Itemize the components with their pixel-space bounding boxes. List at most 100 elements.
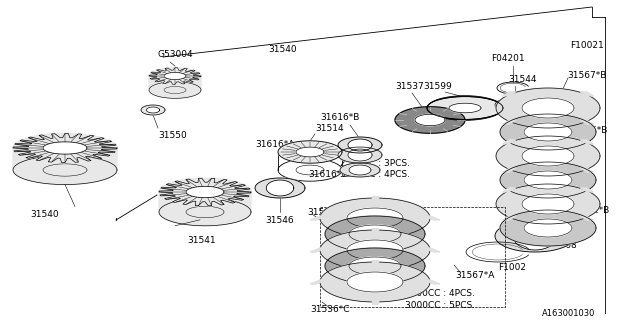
Text: 31541: 31541 xyxy=(187,236,216,245)
Text: 31668: 31668 xyxy=(548,241,577,250)
Polygon shape xyxy=(164,73,186,79)
Text: 31532*A: 31532*A xyxy=(365,281,404,290)
Text: F04201: F04201 xyxy=(491,53,525,62)
Polygon shape xyxy=(296,147,324,157)
Text: 31532*B: 31532*B xyxy=(570,205,609,214)
Polygon shape xyxy=(266,180,294,196)
Polygon shape xyxy=(278,141,342,163)
Polygon shape xyxy=(395,107,465,133)
Polygon shape xyxy=(522,194,574,214)
Polygon shape xyxy=(372,236,378,240)
Polygon shape xyxy=(580,140,593,144)
Polygon shape xyxy=(149,68,201,90)
Polygon shape xyxy=(372,300,378,304)
Polygon shape xyxy=(502,168,516,172)
Polygon shape xyxy=(372,228,378,232)
Polygon shape xyxy=(338,137,382,153)
Polygon shape xyxy=(424,216,440,220)
Polygon shape xyxy=(159,178,251,206)
Text: 31567*A: 31567*A xyxy=(455,270,494,279)
Text: 31546: 31546 xyxy=(265,215,294,225)
Text: G53004: G53004 xyxy=(157,50,193,59)
Text: 31616*C: 31616*C xyxy=(308,170,348,179)
Polygon shape xyxy=(500,210,596,246)
Polygon shape xyxy=(310,280,326,284)
Polygon shape xyxy=(186,186,224,198)
Polygon shape xyxy=(159,178,251,212)
Polygon shape xyxy=(427,97,503,119)
Polygon shape xyxy=(348,139,372,151)
Text: 2500CC : 3PCS.: 2500CC : 3PCS. xyxy=(340,158,410,167)
Polygon shape xyxy=(320,198,430,238)
Text: 31616*A: 31616*A xyxy=(255,140,294,148)
Polygon shape xyxy=(340,163,380,177)
Polygon shape xyxy=(349,225,401,243)
Polygon shape xyxy=(149,68,201,84)
Text: 31599: 31599 xyxy=(423,82,452,91)
Polygon shape xyxy=(13,133,117,163)
Polygon shape xyxy=(372,268,378,272)
Polygon shape xyxy=(325,216,425,252)
Text: 3000CC : 5PCS.: 3000CC : 5PCS. xyxy=(405,300,475,309)
Polygon shape xyxy=(415,114,445,126)
Polygon shape xyxy=(502,140,516,144)
Polygon shape xyxy=(496,184,600,224)
Polygon shape xyxy=(347,208,403,228)
Polygon shape xyxy=(149,82,201,98)
Polygon shape xyxy=(348,149,372,161)
Polygon shape xyxy=(524,219,572,237)
Text: 31540: 31540 xyxy=(31,210,60,219)
Polygon shape xyxy=(522,146,574,166)
Text: 31536*C: 31536*C xyxy=(310,306,349,315)
Text: 31550: 31550 xyxy=(158,131,187,140)
Polygon shape xyxy=(502,216,516,220)
Polygon shape xyxy=(310,216,326,220)
Polygon shape xyxy=(524,123,572,141)
Polygon shape xyxy=(149,68,201,84)
Text: 31514: 31514 xyxy=(315,124,344,132)
Text: 31544: 31544 xyxy=(508,75,536,84)
Polygon shape xyxy=(349,165,371,175)
Text: 31616*B: 31616*B xyxy=(320,113,360,122)
Polygon shape xyxy=(310,248,326,252)
Polygon shape xyxy=(349,257,401,275)
Text: 2500CC : 4PCS.: 2500CC : 4PCS. xyxy=(405,290,475,299)
Polygon shape xyxy=(424,248,440,252)
Polygon shape xyxy=(524,171,572,189)
Polygon shape xyxy=(372,196,378,200)
Polygon shape xyxy=(325,248,425,284)
Polygon shape xyxy=(159,198,251,226)
Polygon shape xyxy=(43,142,87,154)
Polygon shape xyxy=(338,147,382,163)
Polygon shape xyxy=(320,262,430,302)
Polygon shape xyxy=(502,120,516,124)
Text: 31536*B: 31536*B xyxy=(568,125,607,134)
Polygon shape xyxy=(580,92,593,96)
Text: 31536*A: 31536*A xyxy=(307,207,346,217)
Polygon shape xyxy=(580,168,593,172)
Text: F1002: F1002 xyxy=(498,263,526,273)
Polygon shape xyxy=(495,220,575,252)
Text: 3000CC : 4PCS.: 3000CC : 4PCS. xyxy=(340,170,410,179)
Polygon shape xyxy=(13,133,117,163)
Text: 31540: 31540 xyxy=(268,44,296,53)
Polygon shape xyxy=(502,92,516,96)
Text: F10021: F10021 xyxy=(570,41,604,50)
Polygon shape xyxy=(495,98,531,112)
Polygon shape xyxy=(320,230,430,270)
Polygon shape xyxy=(500,114,596,150)
Polygon shape xyxy=(449,103,481,113)
Polygon shape xyxy=(522,98,574,118)
Polygon shape xyxy=(580,188,593,192)
Polygon shape xyxy=(13,156,117,185)
Polygon shape xyxy=(496,136,600,176)
Polygon shape xyxy=(347,240,403,260)
Polygon shape xyxy=(147,107,159,113)
Polygon shape xyxy=(372,260,378,264)
Polygon shape xyxy=(513,222,557,250)
Polygon shape xyxy=(502,188,516,192)
Polygon shape xyxy=(141,105,165,115)
Polygon shape xyxy=(580,120,593,124)
Polygon shape xyxy=(496,88,600,128)
Polygon shape xyxy=(424,280,440,284)
